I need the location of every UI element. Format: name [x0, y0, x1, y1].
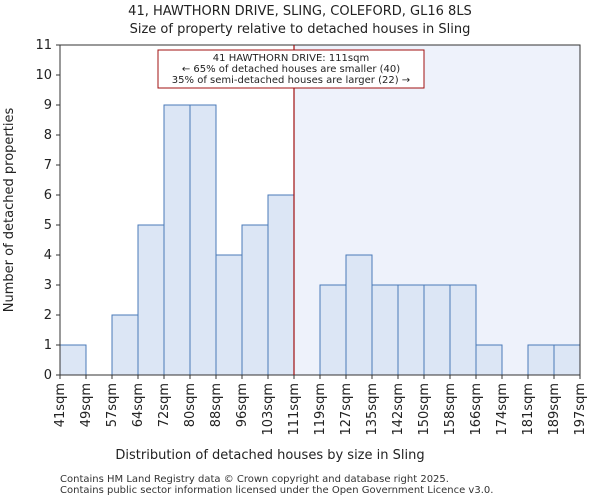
bar — [189, 104, 217, 376]
bar — [553, 344, 581, 376]
annotation-line-3: 35% of semi-detached houses are larger (… — [172, 75, 410, 86]
x-tick-label: 96sqm — [235, 383, 250, 427]
plot-area: 0 1 2 3 4 5 6 7 8 9 10 11 41sqm 49sqm 57sqm 64sqm 72sqm 8… — [35, 38, 588, 436]
x-tick-label: 174sqm — [495, 383, 510, 436]
x-tick-label: 189sqm — [547, 383, 562, 436]
x-tick-label: 111sqm — [287, 383, 302, 436]
bar — [215, 254, 243, 376]
y-tick-label: 0 — [44, 368, 52, 383]
y-tick-label: 5 — [44, 218, 52, 233]
bar — [397, 284, 425, 376]
bar — [111, 314, 139, 376]
bar — [449, 284, 477, 376]
bar — [267, 194, 295, 376]
plot-frame — [59, 44, 581, 376]
y-tick-label: 2 — [44, 308, 52, 323]
x-tick-label: 142sqm — [391, 383, 406, 436]
y-axis-label: Number of detached properties — [2, 108, 17, 313]
x-tick-label: 119sqm — [313, 383, 328, 436]
footer-line-2: Contains public sector information licen… — [60, 485, 494, 496]
bar — [371, 284, 399, 376]
chart-title: 41, HAWTHORN DRIVE, SLING, COLEFORD, GL1… — [128, 4, 472, 19]
x-tick-label: 49sqm — [79, 383, 94, 427]
x-tick-label: 166sqm — [469, 383, 484, 436]
y-tick-label: 11 — [35, 38, 52, 53]
bar — [137, 224, 165, 376]
x-tick-label: 181sqm — [521, 383, 536, 436]
y-tick-label: 4 — [44, 248, 52, 263]
y-tick-label: 6 — [44, 188, 52, 203]
x-tick-label: 80sqm — [183, 383, 198, 427]
x-tick-label: 64sqm — [131, 383, 146, 427]
annotation-line-2: ← 65% of detached houses are smaller (40… — [182, 64, 400, 75]
x-tick-label: 197sqm — [573, 383, 588, 436]
x-tick-label: 135sqm — [365, 383, 380, 436]
bar — [59, 344, 87, 376]
bar — [345, 254, 373, 376]
y-tick-label: 9 — [44, 98, 52, 113]
footer-line-1: Contains HM Land Registry data © Crown c… — [60, 474, 449, 485]
bar — [527, 344, 555, 376]
y-tick-label: 8 — [44, 128, 52, 143]
x-tick-label: 103sqm — [261, 383, 276, 436]
bar — [163, 104, 191, 376]
bar — [319, 284, 347, 376]
x-tick-label: 88sqm — [209, 383, 224, 427]
y-tick-label: 3 — [44, 278, 52, 293]
x-tick-label: 41sqm — [53, 383, 68, 427]
x-tick-label: 72sqm — [157, 383, 172, 427]
annotation-line-1: 41 HAWTHORN DRIVE: 111sqm — [213, 53, 369, 64]
x-tick-label: 158sqm — [443, 383, 458, 436]
bar — [475, 344, 503, 376]
annotation-box — [157, 49, 425, 89]
x-tick-label: 57sqm — [105, 383, 120, 427]
x-tick-label: 127sqm — [339, 383, 354, 436]
y-tick-label: 1 — [44, 338, 52, 353]
y-tick-label: 10 — [35, 68, 52, 83]
x-axis-label: Distribution of detached houses by size … — [115, 448, 424, 463]
x-tick-label: 150sqm — [417, 383, 432, 436]
bar — [423, 284, 451, 376]
chart-subtitle: Size of property relative to detached ho… — [130, 22, 471, 37]
bar — [241, 224, 269, 376]
y-tick-label: 7 — [44, 158, 52, 173]
